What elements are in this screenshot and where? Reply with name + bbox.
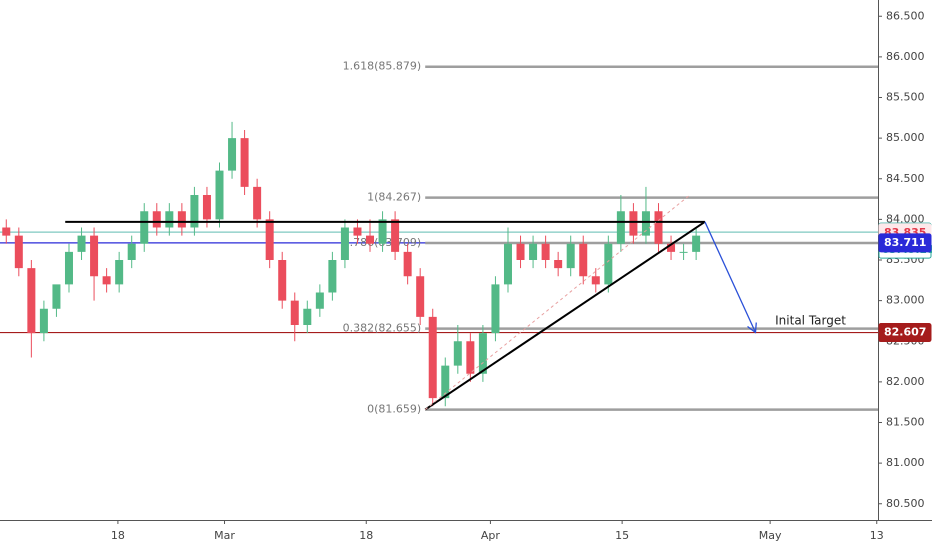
candle-body [102,276,111,285]
candle-body [265,219,274,260]
x-tick-label: 13 [870,529,884,542]
y-tick-label: 81.500 [886,416,925,429]
price-tag-label: 82.607 [884,326,926,339]
candle-body [14,235,23,269]
candle-body [441,365,450,399]
trendline [424,194,691,410]
candle-body [52,284,61,309]
candle-body [566,243,575,269]
candle-body [491,284,500,334]
fib-label: 0(81.659) [367,403,421,416]
candle-body [240,138,249,187]
candle-body [403,251,412,277]
candle-body [190,195,199,228]
x-tick-label: 18 [111,529,125,542]
candle-body [604,243,613,285]
candle-body [679,251,688,253]
candle-body [478,333,487,374]
candle-body [541,243,550,260]
candle-body [654,211,663,244]
candle-body [303,308,312,325]
price-tag [878,323,932,343]
y-tick-label: 84.000 [886,212,925,225]
candle-body [416,276,425,317]
candle-body [516,243,525,260]
candle-body [278,260,287,301]
candle-body [391,219,400,252]
candle-body [27,268,36,334]
x-tick-label: 15 [615,529,629,542]
annotation: Inital Target [775,313,846,327]
fib-label: 1(84.267) [367,191,421,204]
candle-body [2,227,11,236]
x-tick-label: May [759,529,782,542]
candle-body [228,138,237,171]
y-tick-label: 80.500 [886,497,925,510]
candle-body [466,341,475,374]
y-tick-label: 85.000 [886,131,925,144]
candle-body [503,243,512,285]
y-tick-label: 85.500 [886,91,925,104]
candle-body [165,211,174,228]
candle-body [39,308,48,334]
candle-body [177,211,186,228]
candle-body [453,341,462,366]
x-tick-label: Mar [214,529,235,542]
candle-body [591,276,600,285]
y-tick-label: 82.000 [886,375,925,388]
candle-body [554,260,563,269]
candle-body [340,227,349,260]
y-tick-label: 84.500 [886,172,925,185]
candle-body [215,170,224,220]
candle-body [290,300,299,325]
candle-body [616,211,625,244]
candle-body [202,195,211,220]
candle-body [579,243,588,277]
candle-body [140,211,149,244]
y-tick-label: 86.000 [886,50,925,63]
candle-body [90,235,99,277]
trendline [424,220,706,411]
candle-body [115,260,124,285]
candle-body [253,186,262,220]
y-tick-label: 83.000 [886,294,925,307]
candle-body [378,219,387,244]
fib-label: 0.382(82.655) [343,322,422,335]
candle-body [529,243,538,260]
candle-body [629,211,638,236]
y-tick-label: 81.000 [886,456,925,469]
y-tick-label: 86.500 [886,9,925,22]
x-tick-label: 18 [359,529,373,542]
candle-body [641,211,650,236]
candle-body [152,211,161,228]
trendline [704,221,755,332]
fib-label: 1.618(85.879) [343,60,422,73]
x-tick-label: Apr [481,529,501,542]
candle-body [77,235,86,252]
candle-body [692,235,701,252]
candle-body [353,227,362,236]
price-tag [878,233,932,253]
price-tag-label: 83.711 [884,236,926,249]
candle-body [428,316,437,399]
candle-body [667,243,676,252]
candle-body [315,292,324,309]
candle-body [64,251,73,285]
candle-body [366,235,375,244]
candle-body [328,260,337,293]
candle-body [127,243,136,260]
